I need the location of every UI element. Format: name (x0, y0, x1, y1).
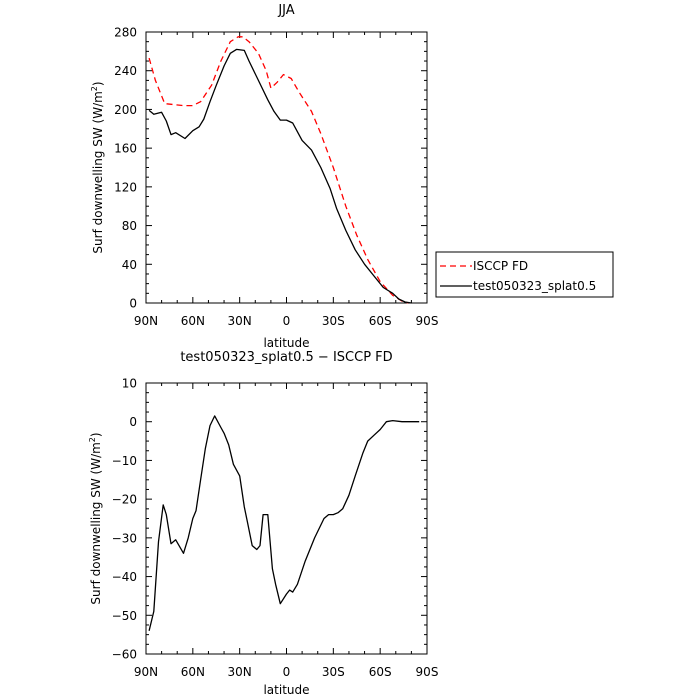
bottom-x-tick-label: 0 (283, 665, 291, 679)
bottom-x-tick-label: 30N (228, 665, 252, 679)
bottom-y-axis-label: Surf downwelling SW (W/m2) (88, 432, 103, 604)
top-y-tick-label: 120 (114, 180, 137, 194)
top-series-line-0 (148, 36, 409, 304)
legend-label-test: test050323_splat0.5 (473, 279, 596, 293)
top-x-tick-label: 60S (369, 314, 392, 328)
top-panel: JJA 90N 60N 30N 0 30S 60S 90S 0 40 80 120 160 200 240… (90, 3, 438, 350)
top-x-axis-label: latitude (263, 336, 309, 350)
top-y-tick-label: 0 (129, 297, 137, 311)
top-chart-title: JJA (277, 3, 294, 18)
bottom-y-tick-label: 0 (129, 415, 137, 429)
top-y-tick-label: 240 (114, 64, 137, 78)
top-plot-frame (145, 31, 428, 304)
bottom-y-tick-label: 10 (122, 377, 137, 391)
top-ticks: 90N 60N 30N 0 30S 60S 90S 0 40 80 120 160 200 240 280 (114, 26, 438, 329)
bottom-y-tick-label: −40 (112, 570, 137, 584)
top-y-tick-label: 40 (122, 258, 137, 272)
bottom-y-tick-label: −50 (112, 609, 137, 623)
bottom-x-tick-label: 90S (416, 665, 439, 679)
top-y-tick-label: 200 (114, 103, 137, 117)
bottom-y-tick-label: −30 (112, 531, 137, 545)
legend-label-isccp: ISCCP FD (473, 259, 528, 273)
bottom-x-tick-label: 60N (181, 665, 205, 679)
top-x-tick-label: 0 (283, 314, 291, 328)
bottom-series-line-0 (148, 415, 420, 631)
top-y-axis-label: Surf downwelling SW (W/m2) (90, 81, 105, 253)
top-series-group (148, 36, 412, 304)
bottom-y-tick-label: −10 (112, 454, 137, 468)
bottom-panel: test050323_splat0.5 − ISCCP FD 90N 60N 30N… (88, 350, 438, 697)
top-x-tick-label: 90N (134, 314, 158, 328)
bottom-series-group (148, 415, 420, 631)
bottom-x-tick-label: 60S (369, 665, 392, 679)
bottom-y-tick-label: −60 (112, 648, 137, 662)
bottom-ticks: 90N 60N 30N 0 30S 60S 90S −60 −50 −40 −30 −20 −10 0 10 (112, 377, 439, 680)
bottom-y-tick-label: −20 (112, 493, 137, 507)
top-series-line-1 (148, 48, 412, 304)
bottom-x-tick-label: 30S (322, 665, 345, 679)
top-y-tick-label: 80 (122, 219, 137, 233)
bottom-x-axis-label: latitude (263, 683, 309, 697)
top-x-tick-label: 30S (322, 314, 345, 328)
top-x-tick-label: 90S (416, 314, 439, 328)
top-x-tick-label: 60N (181, 314, 205, 328)
bottom-x-tick-label: 90N (134, 665, 158, 679)
bottom-chart-title: test050323_splat0.5 − ISCCP FD (180, 350, 392, 365)
top-y-tick-label: 160 (114, 142, 137, 156)
legend-box (435, 251, 614, 298)
legend: ISCCP FD test050323_splat0.5 (435, 251, 614, 298)
top-x-tick-label: 30N (228, 314, 252, 328)
top-y-tick-label: 280 (114, 26, 137, 40)
